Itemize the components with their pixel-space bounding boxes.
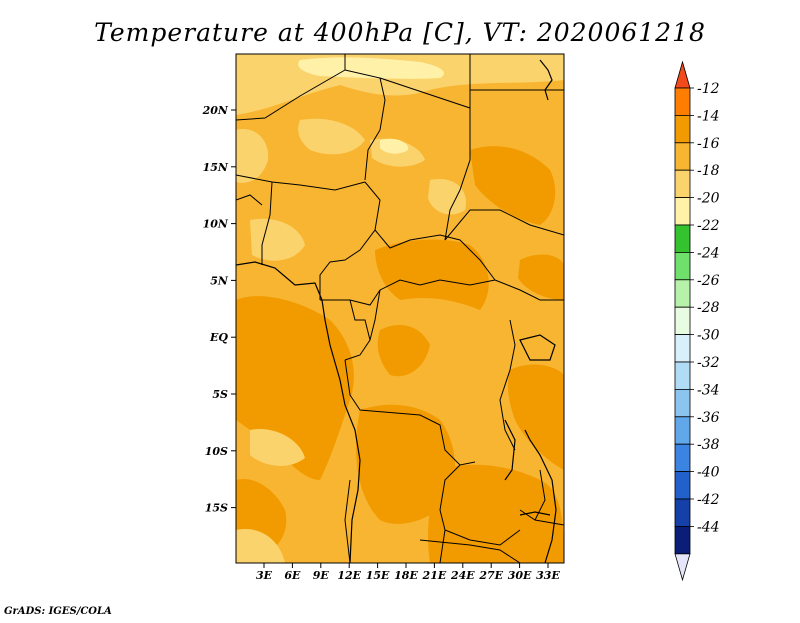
lon-label: 6E	[284, 569, 301, 582]
colorbar-label: -28	[697, 300, 720, 316]
lon-label: 27E	[478, 569, 503, 582]
field-region-minus18	[250, 429, 305, 466]
field-region-minus14	[470, 146, 556, 225]
colorbar-label: -36	[697, 410, 720, 426]
field-region-minus14	[375, 239, 489, 310]
country-borders	[236, 54, 564, 563]
field-region-minus18	[428, 179, 466, 215]
lon-label: 24E	[450, 569, 475, 582]
lon-label: 18E	[394, 569, 418, 582]
colorbar-segment	[674, 443, 691, 473]
map-frame	[235, 53, 565, 564]
map-panel	[235, 53, 565, 564]
coastline	[236, 59, 557, 563]
colorbar-label: -22	[697, 218, 720, 234]
lon-label: 33E	[536, 569, 560, 582]
colorbar-segment	[674, 279, 691, 308]
lon-label: 9E	[313, 569, 330, 582]
field-region-minus14	[507, 364, 564, 470]
colorbar-label: -32	[697, 355, 720, 371]
lon-label: 30E	[508, 569, 532, 582]
colorbar-segment	[674, 361, 691, 390]
colorbar-segment	[674, 224, 691, 253]
field-region-minus18	[236, 529, 285, 563]
latitude-axis: 20N 15N 10N 5N EQ 5S 10S 15S	[202, 104, 236, 515]
colorbar-segment	[674, 306, 691, 336]
grads-credit: GrADS: IGES/COLA	[4, 606, 112, 617]
colorbar-segment	[674, 388, 691, 418]
colorbar-segment	[674, 498, 691, 527]
colorbar-label: -34	[697, 382, 720, 398]
field-region-minus14	[356, 404, 456, 524]
lat-label: 10N	[203, 218, 229, 231]
colorbar-label: -18	[697, 163, 720, 179]
colorbar-label: -14	[697, 108, 720, 124]
field-region-minus14	[518, 254, 564, 300]
field-region-minus14	[428, 464, 564, 563]
colorbar-segment	[674, 471, 691, 500]
colorbar-segment	[674, 87, 691, 116]
colorbar-label: -26	[697, 273, 720, 289]
colorbar-segment	[674, 251, 691, 281]
colorbar-label: -20	[697, 191, 720, 207]
colorbar-label: -40	[697, 465, 720, 481]
longitude-axis: 3E 6E 9E 12E 15E 18E 21E 24E 27E 30E 33E	[256, 563, 560, 582]
colorbar-label: -44	[697, 519, 720, 535]
field-region-minus20	[380, 138, 409, 154]
colorbar-bottom-arrow	[674, 553, 691, 582]
colorbar-label: -30	[697, 328, 720, 344]
colorbar-segment	[674, 197, 691, 226]
colorbar-segment	[674, 416, 691, 445]
colorbar-segment	[674, 142, 691, 171]
colorbar-segment	[674, 115, 691, 144]
lat-label: EQ	[209, 331, 228, 344]
lat-label: 15S	[205, 502, 228, 515]
field-region-minus14	[377, 325, 430, 377]
lat-label: 5S	[212, 388, 228, 401]
colorbar-label: -12	[697, 81, 720, 97]
lon-label: 15E	[366, 569, 390, 582]
lon-label: 21E	[422, 569, 447, 582]
field-region-minus20	[298, 57, 444, 79]
map-title: Temperature at 400hPa [C], VT: 202006121…	[94, 18, 706, 47]
lon-label: 12E	[337, 569, 361, 582]
colorbar-top-arrow	[674, 60, 691, 89]
lat-label: 5N	[210, 274, 229, 287]
colorbar-label: -16	[697, 136, 720, 152]
colorbar-segment	[674, 334, 691, 363]
colorbar-label: -38	[697, 437, 720, 453]
colorbar-segment	[674, 526, 691, 555]
lat-label: 20N	[202, 104, 229, 117]
field-region-minus18	[298, 118, 365, 155]
lon-label: 3E	[256, 569, 273, 582]
field-region-minus18	[236, 129, 269, 183]
lat-label: 10S	[205, 445, 228, 458]
field-region-minus18	[250, 218, 305, 261]
colorbar-label: -24	[697, 245, 720, 261]
colorbar-segment	[674, 169, 691, 198]
colorbar-label: -42	[697, 492, 720, 508]
lat-label: 15N	[203, 161, 229, 174]
colorbar: -12 -14 -16 -18 -20 -22 -24 -26 -28 -30 -32 -34 -36 -…	[674, 60, 720, 582]
